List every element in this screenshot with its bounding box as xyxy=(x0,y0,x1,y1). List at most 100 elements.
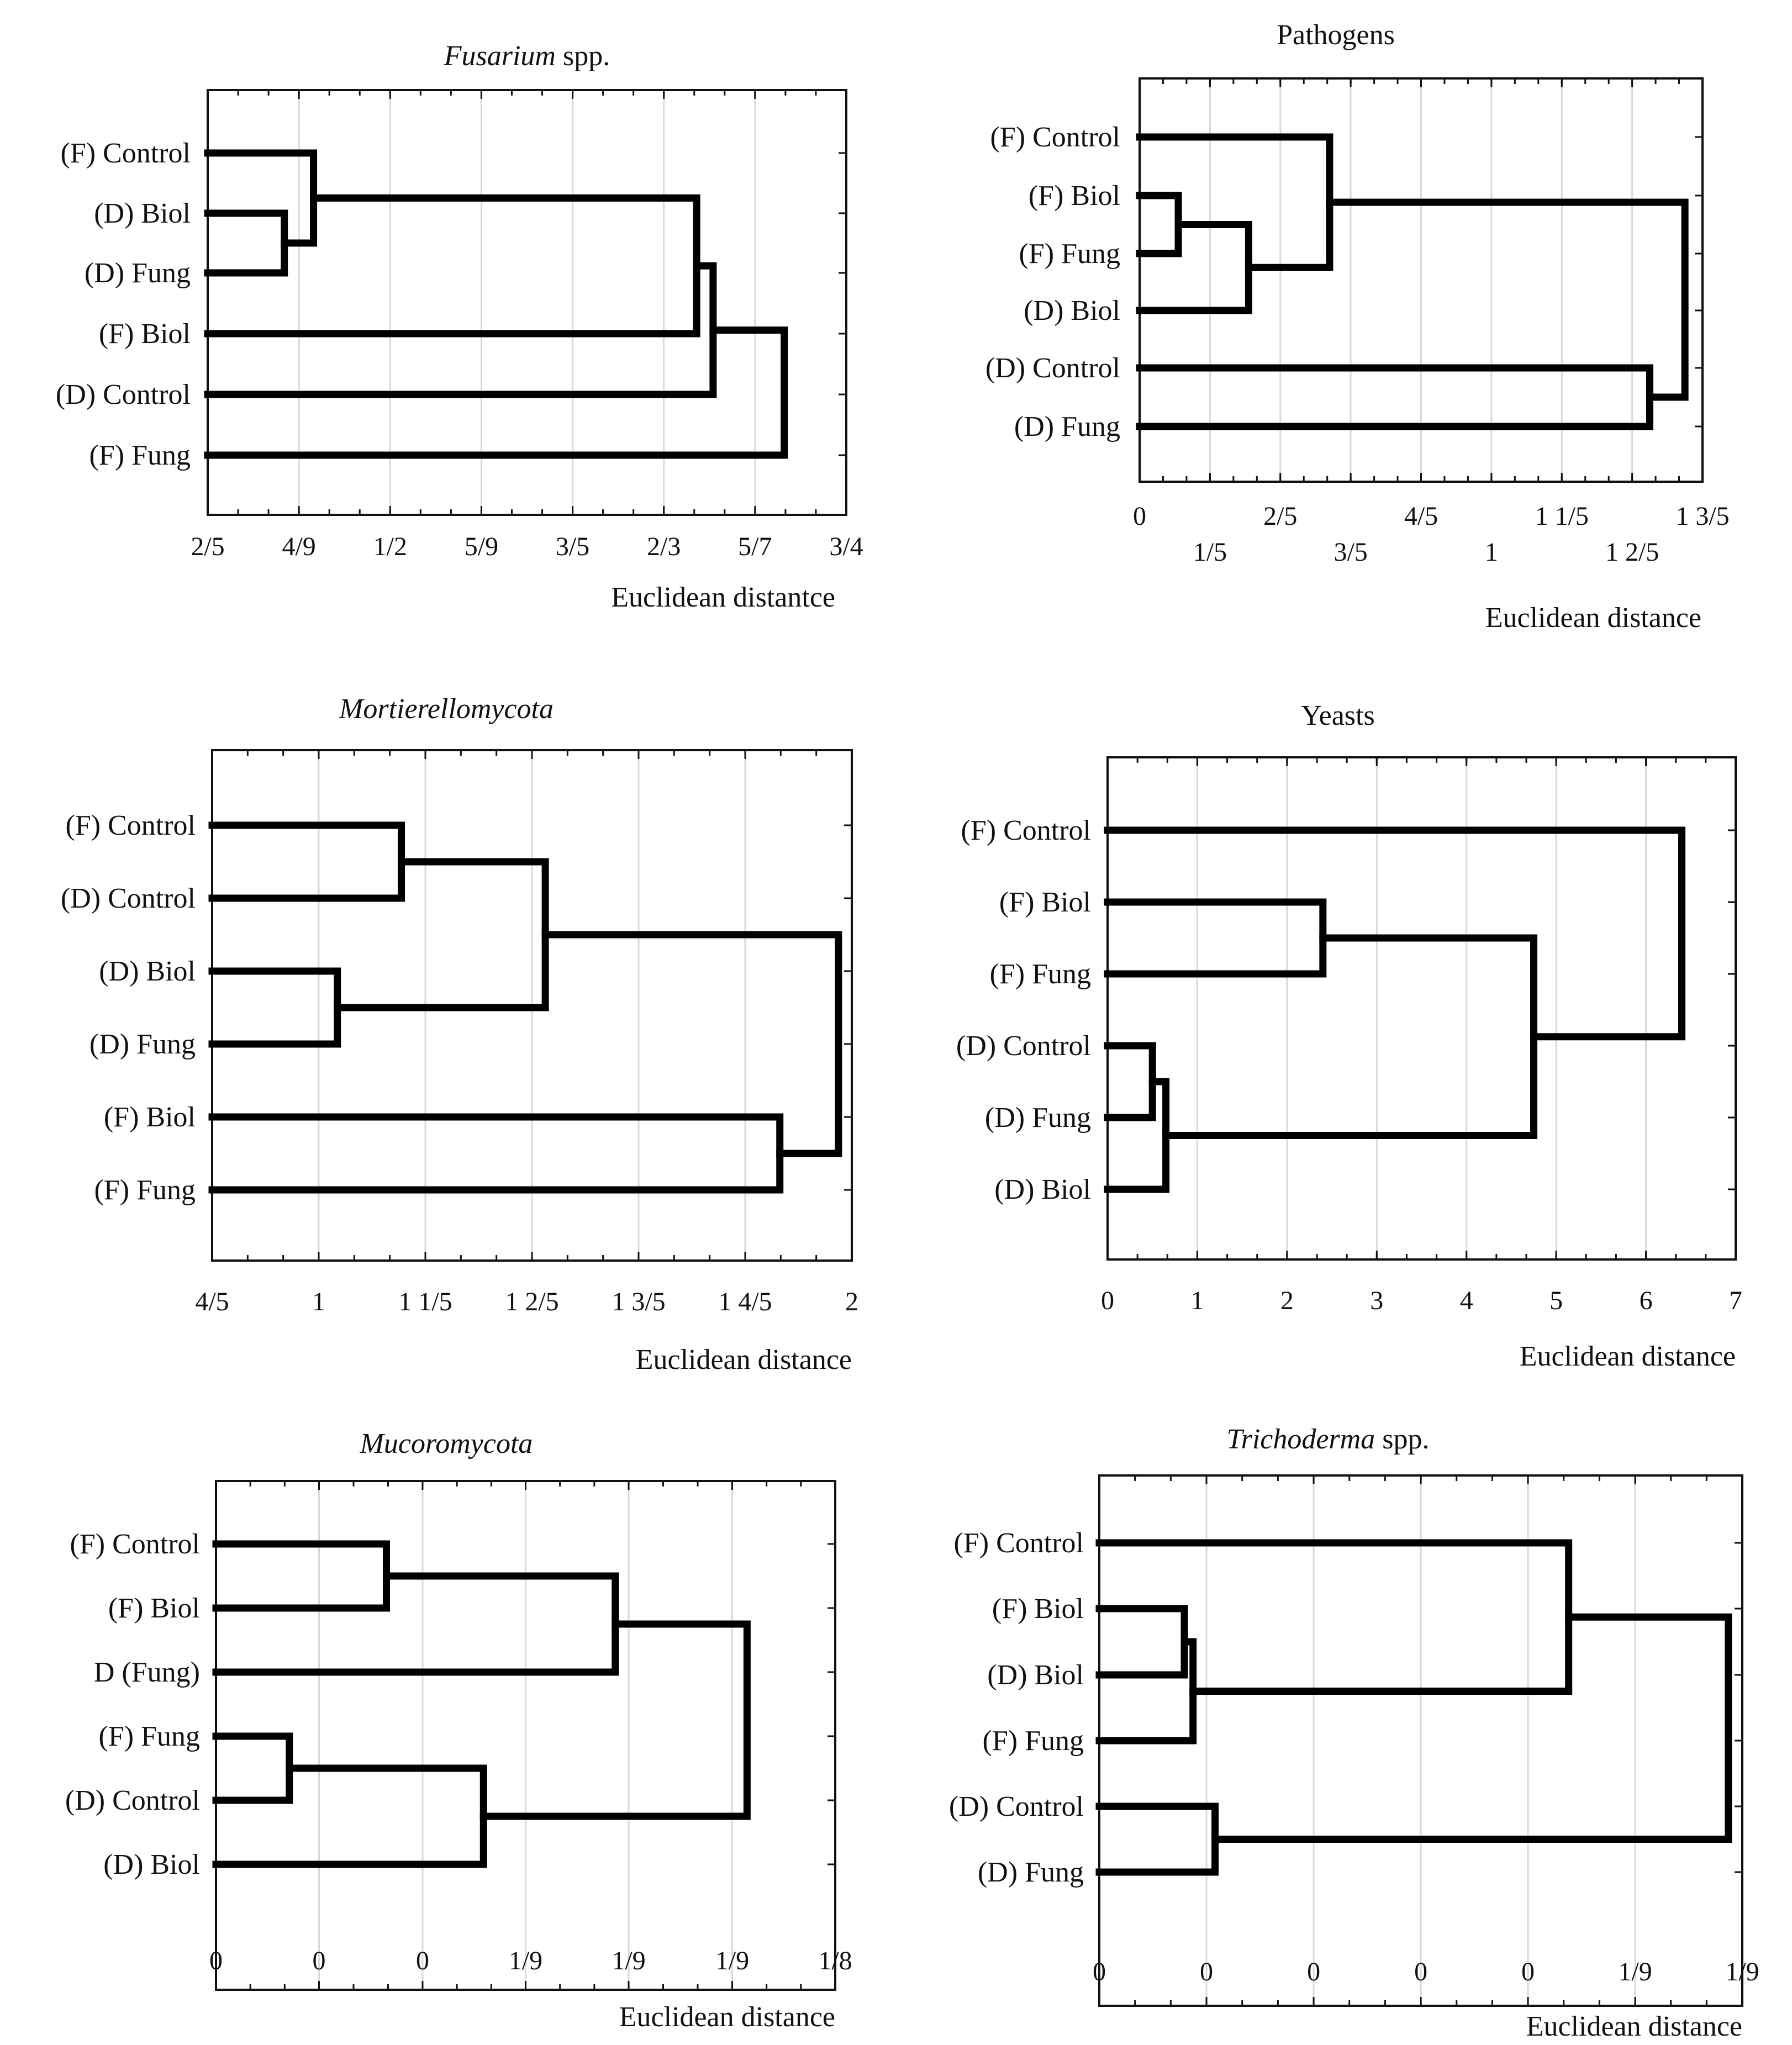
leaf-label: (D) Biol xyxy=(94,198,191,229)
x-tick-label: 0 xyxy=(313,1946,326,1975)
x-tick-label: 1 3/5 xyxy=(1675,502,1729,531)
chart-title-text: spp. xyxy=(556,40,610,72)
dendrogram-branch xyxy=(204,149,318,247)
chart-title-text: Yeasts xyxy=(1301,700,1374,731)
leaf-label: (F) Control xyxy=(61,138,191,169)
leaf-label: (D) Fung xyxy=(978,1857,1084,1888)
x-tick-label: 2/5 xyxy=(191,532,224,561)
leaf-label: (F) Control xyxy=(954,1527,1084,1559)
x-tick-label: 0 xyxy=(1093,1957,1106,1986)
dendrogram-branch xyxy=(1104,1042,1156,1121)
x-tick-label: 1/8 xyxy=(818,1946,852,1975)
dendrogram-branch xyxy=(334,858,549,1011)
dendrogram-branch xyxy=(1136,192,1182,257)
leaf-label: (F) Biol xyxy=(999,887,1091,918)
dendrogram-branch xyxy=(1095,1638,1197,1744)
leaf-label: D (Fung) xyxy=(94,1657,200,1688)
x-tick-label: 1 xyxy=(312,1287,325,1316)
leaf-label: (D) Fung xyxy=(1014,411,1120,442)
dendrogram-panel: Mortierellomycota 4/5 1 1 1/5 1 2/5 1 3/5 1 4/… xyxy=(61,693,858,1375)
dendrogram-panel: Trichoderma spp. 0 0 0 0 0 1/9 1/9 Euclidean dis… xyxy=(949,1424,1759,2042)
x-tick-label: 1 2/5 xyxy=(1605,537,1659,567)
x-tick-label: 1 1/5 xyxy=(1535,502,1589,531)
x-tick-label: 0 xyxy=(1414,1957,1427,1986)
x-tick-label: 3/5 xyxy=(556,532,589,561)
chart-title-italic: Mortierellomycota xyxy=(339,693,554,725)
leaf-label: (D) Fung xyxy=(985,1102,1091,1134)
x-tick-label: 0 xyxy=(209,1946,223,1975)
x-tick-label: 1/9 xyxy=(715,1946,749,1975)
x-tick-label: 1 xyxy=(1190,1286,1204,1315)
x-tick-label: 1 3/5 xyxy=(612,1287,665,1316)
x-tick-label: 0 xyxy=(1133,502,1146,531)
leaf-label: (F) Fung xyxy=(89,440,191,471)
x-tick-label: 3/5 xyxy=(1334,537,1367,567)
x-tick-label: 7 xyxy=(1729,1286,1742,1315)
plot-frame xyxy=(1139,77,1704,483)
leaf-label: (D) Biol xyxy=(99,956,196,987)
x-tick-label: 1 1/5 xyxy=(398,1287,452,1316)
leaf-label: (D) Biol xyxy=(987,1659,1084,1691)
x-tick-label: 2 xyxy=(845,1287,858,1316)
leaf-label: (D) Biol xyxy=(1024,295,1120,326)
leaf-label: (D) Control xyxy=(65,1785,200,1816)
leaf-label: (D) Fung xyxy=(85,257,191,289)
leaf-label: (F) Control xyxy=(70,1529,200,1560)
x-tick-label: 5/9 xyxy=(465,532,498,561)
leaf-label: (D) Biol xyxy=(103,1849,200,1880)
dendrogram-branch xyxy=(212,1732,293,1804)
leaf-label: (F) Biol xyxy=(1029,180,1120,212)
chart-title-text: Pathogens xyxy=(1277,19,1395,51)
leaf-label: (F) Biol xyxy=(99,318,191,350)
chart-title-italic: Mucoromycota xyxy=(360,1428,533,1459)
x-tick-label: 5/7 xyxy=(738,532,772,561)
x-tick-label: 3/4 xyxy=(829,532,863,561)
x-axis-label: Euclidean distance xyxy=(636,1344,852,1375)
dendrogram-branch xyxy=(1095,1802,1219,1876)
x-axis-label: Euclidean distance xyxy=(619,2001,835,2033)
leaf-label: (F) Control xyxy=(990,122,1120,153)
x-tick-label: 4/5 xyxy=(195,1287,229,1316)
x-axis-label: Euclidean distantce xyxy=(611,582,835,613)
dendrogram-branch xyxy=(1104,826,1686,1041)
x-tick-label: 1 4/5 xyxy=(718,1287,772,1316)
dendrogram-branch xyxy=(204,209,288,277)
leaf-label: (F) Fung xyxy=(1019,238,1120,270)
x-tick-label: 1/9 xyxy=(1725,1957,1759,1986)
dendrogram-panel: Mucoromycota 0 0 0 1/9 1/9 1/9 1/8 Euclidean dis… xyxy=(65,1428,852,2033)
leaf-label: (F) Biol xyxy=(104,1101,196,1133)
leaf-label: (F) Fung xyxy=(94,1174,196,1206)
x-tick-label: 2 xyxy=(1280,1286,1294,1315)
leaf-label: (D) Biol xyxy=(994,1174,1091,1205)
x-tick-label: 4/9 xyxy=(282,532,315,561)
chart-title: Mucoromycota xyxy=(360,1428,533,1459)
chart-title-text: spp. xyxy=(1375,1424,1429,1455)
dendrogram-branch xyxy=(1136,133,1334,271)
x-tick-label: 1 xyxy=(1485,537,1498,567)
leaf-label: (F) Control xyxy=(66,810,196,841)
chart-title: Fusarium spp. xyxy=(444,40,610,72)
chart-title: Yeasts xyxy=(1301,700,1374,731)
leaf-label: (D) Control xyxy=(61,883,196,914)
leaf-label: (F) Control xyxy=(961,815,1091,846)
chart-title: Pathogens xyxy=(1277,19,1395,51)
leaf-label: (D) Control xyxy=(956,1030,1091,1062)
x-tick-label: 1 2/5 xyxy=(505,1287,558,1316)
dendrogram-branch xyxy=(1095,1539,1573,1695)
dendrogram-branch xyxy=(204,326,788,459)
leaf-label: (D) Control xyxy=(985,352,1120,384)
dendrogram-branch xyxy=(1326,198,1689,401)
chart-title: Trichoderma spp. xyxy=(1227,1424,1430,1455)
leaf-label: (D) Control xyxy=(949,1791,1084,1822)
leaf-label: (D) Control xyxy=(56,379,191,410)
x-tick-label: 2/3 xyxy=(647,532,681,561)
x-tick-label: 0 xyxy=(1200,1957,1213,1986)
dendrogram-branch xyxy=(212,1764,487,1868)
dendrogram-branch xyxy=(1104,1078,1170,1193)
x-tick-label: 5 xyxy=(1549,1286,1563,1315)
leaf-label: (F) Biol xyxy=(992,1593,1084,1625)
x-tick-label: 6 xyxy=(1640,1286,1653,1315)
dendrogram-branch xyxy=(1095,1605,1188,1679)
x-tick-label: 0 xyxy=(1521,1957,1535,1986)
